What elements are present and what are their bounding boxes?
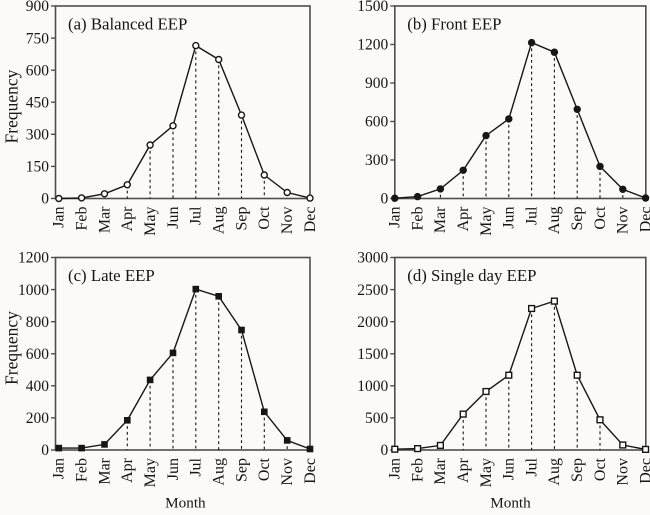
svg-text:600: 600 [26,346,50,363]
svg-text:Dec: Dec [637,207,650,233]
svg-text:Mar: Mar [432,206,449,233]
svg-text:Month: Month [165,495,206,511]
svg-text:500: 500 [365,410,389,427]
svg-text:Nov: Nov [615,207,632,235]
svg-text:Aug: Aug [546,458,563,486]
svg-text:0: 0 [381,191,389,208]
svg-text:Jun: Jun [165,458,182,480]
svg-text:Frequency: Frequency [2,69,22,143]
svg-text:Dec: Dec [302,458,319,484]
svg-text:Jun: Jun [165,207,182,229]
svg-text:Mar: Mar [432,457,449,484]
svg-text:(d) Single day EEP: (d) Single day EEP [407,266,536,285]
svg-text:Jan: Jan [387,207,404,228]
svg-text:200: 200 [26,410,50,427]
svg-text:Oct: Oct [592,206,609,230]
svg-text:1500: 1500 [357,346,388,363]
svg-text:Sep: Sep [569,458,586,482]
svg-text:Apr: Apr [455,457,472,483]
svg-text:Sep: Sep [233,458,250,482]
svg-text:Mar: Mar [96,206,113,233]
svg-text:Aug: Aug [211,458,228,486]
svg-text:Jul: Jul [523,206,540,225]
svg-text:Oct: Oct [256,457,273,481]
svg-text:Jan: Jan [51,458,68,479]
svg-text:Dec: Dec [637,458,650,484]
svg-text:900: 900 [26,0,50,15]
svg-text:600: 600 [365,114,389,131]
svg-text:Oct: Oct [256,206,273,230]
svg-text:Aug: Aug [546,207,563,235]
svg-text:150: 150 [26,159,50,176]
svg-text:(b) Front EEP: (b) Front EEP [407,14,501,33]
svg-text:Jul: Jul [188,457,205,476]
svg-text:Oct: Oct [592,457,609,481]
svg-text:800: 800 [26,314,50,331]
svg-text:Feb: Feb [73,458,90,482]
svg-text:1200: 1200 [357,37,388,54]
svg-text:3000: 3000 [357,250,388,267]
svg-text:Jul: Jul [188,206,205,225]
svg-text:(c) Late EEP: (c) Late EEP [68,266,155,285]
svg-text:Feb: Feb [409,458,426,482]
svg-text:600: 600 [26,62,50,79]
svg-text:1200: 1200 [18,250,49,267]
svg-text:Nov: Nov [279,458,296,486]
svg-text:Month: Month [490,495,531,511]
svg-text:1500: 1500 [357,0,388,15]
svg-text:May: May [142,458,159,487]
svg-text:900: 900 [365,75,389,92]
svg-text:400: 400 [26,378,50,395]
svg-text:Nov: Nov [279,207,296,235]
svg-text:0: 0 [41,442,49,459]
svg-text:Jan: Jan [387,458,404,479]
svg-text:Jan: Jan [51,207,68,228]
svg-text:2500: 2500 [357,282,388,299]
svg-text:Sep: Sep [233,207,250,231]
svg-text:450: 450 [26,95,50,112]
svg-text:300: 300 [365,152,389,169]
svg-text:750: 750 [26,30,50,47]
svg-text:Mar: Mar [96,457,113,484]
svg-text:Feb: Feb [409,207,426,231]
svg-text:Sep: Sep [569,207,586,231]
svg-text:300: 300 [26,127,50,144]
svg-text:Jun: Jun [501,207,518,229]
svg-text:Feb: Feb [73,207,90,231]
svg-text:0: 0 [41,191,49,208]
svg-text:Apr: Apr [119,206,136,232]
svg-text:Jun: Jun [501,458,518,480]
svg-text:May: May [478,207,495,236]
svg-text:0: 0 [381,442,389,459]
svg-text:(a) Balanced EEP: (a) Balanced EEP [68,14,187,33]
svg-text:1000: 1000 [357,378,388,395]
svg-text:May: May [142,207,159,236]
svg-text:2000: 2000 [357,314,388,331]
svg-text:Aug: Aug [211,207,228,235]
svg-text:Apr: Apr [455,206,472,232]
svg-text:Frequency: Frequency [2,311,22,385]
svg-text:Dec: Dec [302,207,319,233]
svg-text:Nov: Nov [615,458,632,486]
svg-text:May: May [478,458,495,487]
svg-text:Apr: Apr [119,457,136,483]
svg-text:1000: 1000 [18,282,49,299]
svg-text:Jul: Jul [523,457,540,476]
